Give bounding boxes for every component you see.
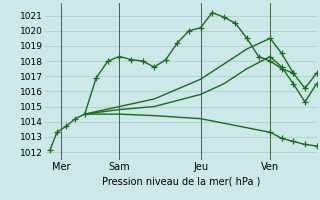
X-axis label: Pression niveau de la mer( hPa ): Pression niveau de la mer( hPa ): [102, 177, 260, 187]
